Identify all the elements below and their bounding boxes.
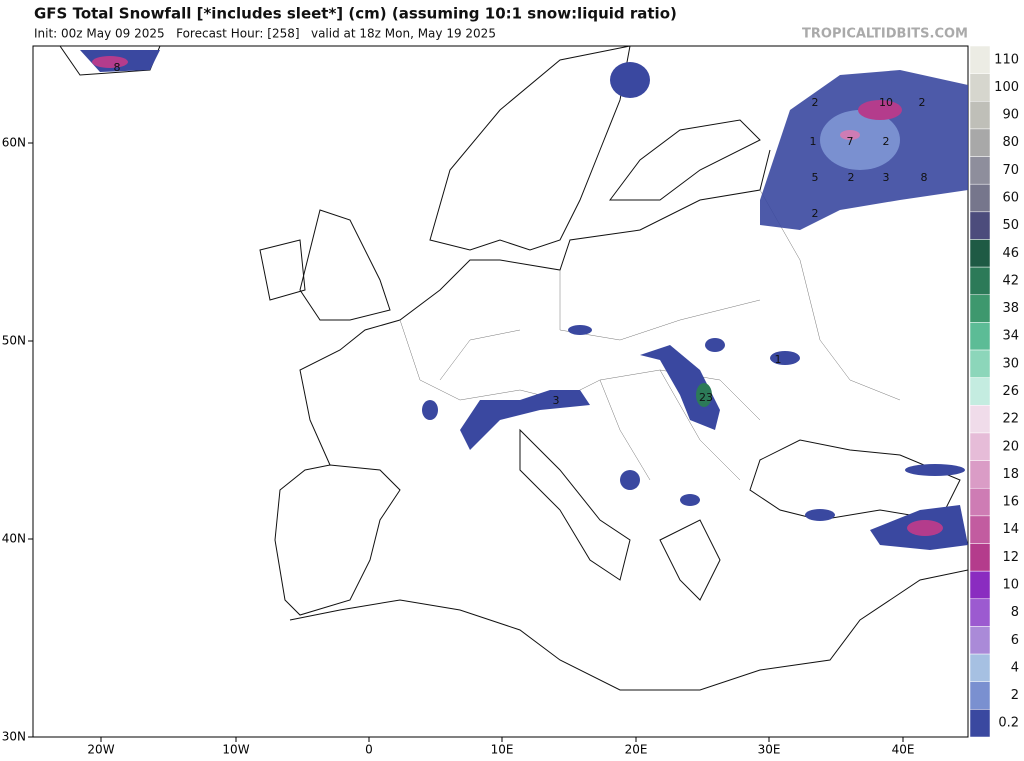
colorbar-label: 80 — [1002, 135, 1019, 150]
colorbar-label: 110 — [994, 52, 1019, 67]
lon-label: 20W — [87, 743, 114, 757]
colorbar-swatch — [969, 101, 991, 130]
colorbar-swatch — [969, 377, 991, 406]
contour-label: 2 — [919, 96, 926, 109]
colorbar-label: 50 — [1002, 218, 1019, 233]
snowfall — [80, 50, 968, 550]
colorbar-label: 18 — [1002, 467, 1019, 482]
colorbar-swatch — [969, 183, 991, 213]
colorbar-swatch — [969, 45, 991, 74]
colorbar-label: 4 — [1011, 660, 1019, 675]
contour-label: 8 — [114, 61, 121, 74]
colorbar-swatch — [969, 570, 991, 600]
contour-label: 7 — [847, 135, 854, 148]
contour-label: 1 — [810, 135, 817, 148]
colorbar-label: 2 — [1011, 688, 1019, 703]
contour-label: 1 — [775, 353, 782, 366]
colorbar-swatch — [969, 405, 991, 434]
colorbar-label: 12 — [1002, 550, 1019, 565]
watermark: TROPICALTIDBITS.COM — [802, 27, 968, 42]
contour-label: 3 — [883, 171, 890, 184]
colorbar-label: 38 — [1002, 301, 1019, 316]
colorbar-swatch — [969, 487, 991, 517]
lon-label: 40E — [892, 743, 915, 757]
colorbar-swatch — [969, 266, 991, 296]
colorbar-swatch — [969, 681, 991, 710]
colorbar-swatch — [969, 73, 991, 102]
colorbar-label: 42 — [1002, 273, 1019, 288]
colorbar-label: 60 — [1002, 191, 1019, 206]
contour-label: 2 — [812, 96, 819, 109]
lat-label: 40N — [2, 532, 26, 546]
contour-label: 2 — [883, 135, 890, 148]
colorbar-label: 16 — [1002, 495, 1019, 510]
colorbar-label: 34 — [1002, 329, 1019, 344]
subtitle: Init: 00z May 09 2025 Forecast Hour: [25… — [34, 27, 496, 41]
colorbar-label: 8 — [1011, 605, 1019, 620]
colorbar-label: 14 — [1002, 522, 1019, 537]
colorbar-label: 10 — [1002, 577, 1019, 592]
colorbar-label: 6 — [1011, 633, 1019, 648]
colorbar-label: 100 — [994, 80, 1019, 95]
lat-label: 50N — [2, 334, 26, 348]
lat-label: 30N — [2, 730, 26, 744]
contour-label: 2 — [812, 207, 819, 220]
colorbar-label: 26 — [1002, 384, 1019, 399]
colorbar-label: 70 — [1002, 163, 1019, 178]
colorbar-swatch — [969, 211, 991, 240]
colorbar-swatch — [969, 709, 991, 738]
colorbar-swatch — [969, 322, 991, 351]
contour-label: 10 — [879, 96, 893, 109]
colorbar-label: 90 — [1002, 108, 1019, 123]
lon-label: 30E — [758, 743, 781, 757]
colorbar-label: 22 — [1002, 412, 1019, 427]
lon-label: 10E — [491, 743, 514, 757]
title: GFS Total Snowfall [*includes sleet*] (c… — [34, 5, 677, 23]
lon-label: 10W — [222, 743, 249, 757]
colorbar-swatch — [969, 432, 991, 461]
colorbar-label: 46 — [1002, 246, 1019, 261]
contour-label: 3 — [553, 394, 560, 407]
colorbar-swatch — [969, 349, 991, 378]
map — [32, 45, 969, 738]
lat-label: 60N — [2, 136, 26, 150]
colorbar-swatch — [969, 626, 991, 655]
colorbar-swatch — [969, 128, 991, 157]
colorbar-swatch — [969, 653, 991, 682]
colorbar-swatch — [969, 239, 991, 268]
colorbar-swatch — [969, 543, 991, 572]
lon-label: 20E — [625, 743, 648, 757]
colorbar-swatch — [969, 598, 991, 627]
contour-label: 5 — [812, 171, 819, 184]
colorbar-swatch — [969, 460, 991, 489]
colorbar-label: 30 — [1002, 356, 1019, 371]
colorbar-label: 0.2 — [998, 716, 1019, 731]
colorbar-label: 20 — [1002, 439, 1019, 454]
colorbar-swatch — [969, 294, 991, 323]
contour-label: 8 — [921, 171, 928, 184]
contour-label: 2 — [848, 171, 855, 184]
lon-label: 0 — [365, 743, 373, 757]
contour-label: 23 — [699, 391, 713, 404]
colorbar-swatch — [969, 156, 991, 185]
colorbar-swatch — [969, 515, 991, 544]
